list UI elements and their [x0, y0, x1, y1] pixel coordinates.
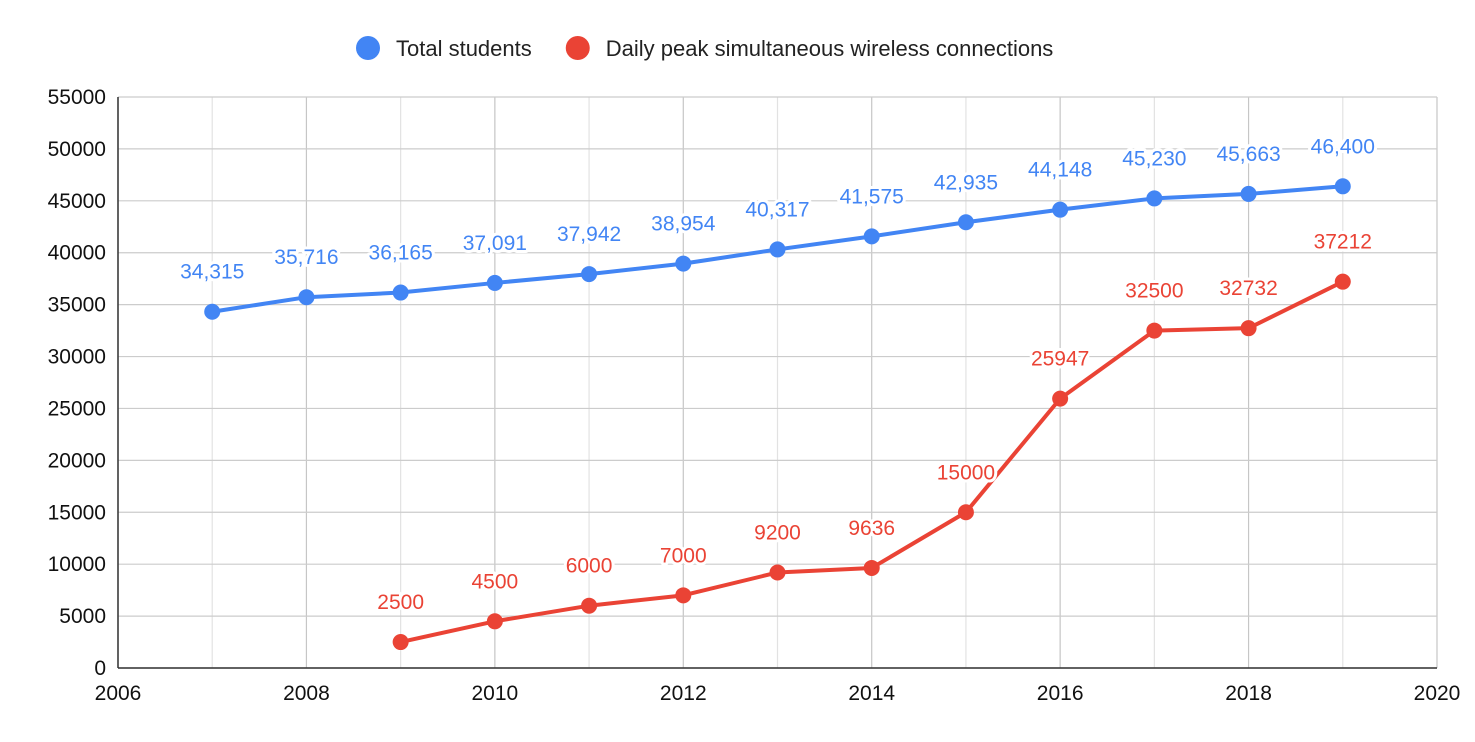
data-point: [957, 214, 974, 231]
x-tick-label: 2020: [1414, 682, 1461, 705]
data-label: 38,954: [651, 213, 716, 236]
data-point: [1146, 190, 1163, 207]
data-point: [769, 241, 786, 258]
data-label: 46,400: [1311, 135, 1375, 158]
data-point: [392, 634, 409, 651]
y-tick-label: 55000: [48, 86, 106, 109]
y-tick-label: 40000: [48, 242, 106, 265]
data-label: 42,935: [934, 171, 998, 194]
data-label: 45,663: [1216, 143, 1280, 166]
data-point: [581, 266, 598, 283]
data-label: 37212: [1314, 231, 1372, 254]
series-layer: [204, 178, 1351, 651]
data-label: 45,230: [1122, 147, 1186, 170]
data-label: 9200: [754, 521, 801, 544]
y-tick-label: 0: [94, 657, 106, 680]
y-tick-label: 15000: [48, 501, 106, 524]
x-tick-label: 2012: [660, 682, 707, 705]
data-label: 37,091: [463, 232, 527, 255]
y-tick-label: 30000: [48, 346, 106, 369]
data-point: [675, 255, 692, 272]
data-point: [863, 559, 880, 576]
legend: Total students Daily peak simultaneous wi…: [356, 36, 1053, 61]
x-tick-label: 2010: [471, 682, 518, 705]
data-point: [1052, 390, 1069, 407]
data-label: 9636: [848, 517, 895, 540]
y-tick-label: 20000: [48, 449, 106, 472]
legend-label: Total students: [396, 36, 532, 61]
data-point: [1052, 201, 1069, 218]
legend-marker: [565, 36, 590, 60]
data-point: [1240, 320, 1257, 337]
data-label: 34,315: [180, 261, 244, 284]
data-point: [392, 284, 409, 301]
data-point: [486, 274, 503, 291]
data-label: 44,148: [1028, 159, 1092, 182]
x-tick-label: 2006: [95, 682, 142, 705]
data-point: [769, 564, 786, 581]
data-point: [1146, 322, 1163, 339]
y-tick-label: 50000: [48, 138, 106, 161]
data-label: 32500: [1125, 280, 1183, 303]
data-point: [486, 613, 503, 630]
y-tick-label: 10000: [48, 553, 106, 576]
x-tick-label: 2014: [848, 682, 895, 705]
data-label: 36,165: [369, 242, 433, 265]
data-point: [957, 504, 974, 521]
x-tick-label: 2018: [1225, 682, 1272, 705]
x-tick-label: 2016: [1037, 682, 1084, 705]
x-tick-label: 2008: [283, 682, 330, 705]
data-point: [204, 303, 221, 320]
data-label: 37,942: [557, 223, 621, 246]
data-point: [1334, 273, 1351, 290]
data-point: [1334, 178, 1351, 195]
data-label: 32732: [1219, 277, 1277, 300]
y-tick-label: 35000: [48, 294, 106, 317]
data-labels: 34,315 35,716 36,165 37,091 37,942 38,954 40,3…: [177, 132, 1378, 617]
y-tick-label: 5000: [59, 605, 106, 628]
data-label: 2500: [377, 591, 424, 614]
axes: 0 5000 10000 15000 20000 25000 30000 35000 40000…: [48, 86, 1461, 705]
y-tick-label: 45000: [48, 190, 106, 213]
data-point: [581, 597, 598, 614]
data-label: 40,317: [745, 198, 809, 221]
data-point: [1240, 185, 1257, 202]
grid: [117, 96, 1438, 669]
data-label: 15000: [937, 461, 995, 484]
data-point: [675, 587, 692, 604]
data-label: 41,575: [840, 185, 904, 208]
data-label: 25947: [1031, 348, 1089, 371]
data-label: 35,716: [274, 246, 338, 269]
data-point: [863, 228, 880, 245]
data-label: 4500: [471, 570, 518, 593]
legend-marker: [356, 36, 380, 60]
y-tick-label: 25000: [48, 397, 106, 420]
data-point: [298, 289, 315, 306]
data-label: 7000: [660, 544, 707, 567]
data-label: 6000: [566, 555, 613, 578]
legend-label: Daily peak simultaneous wireless connect…: [606, 36, 1054, 61]
